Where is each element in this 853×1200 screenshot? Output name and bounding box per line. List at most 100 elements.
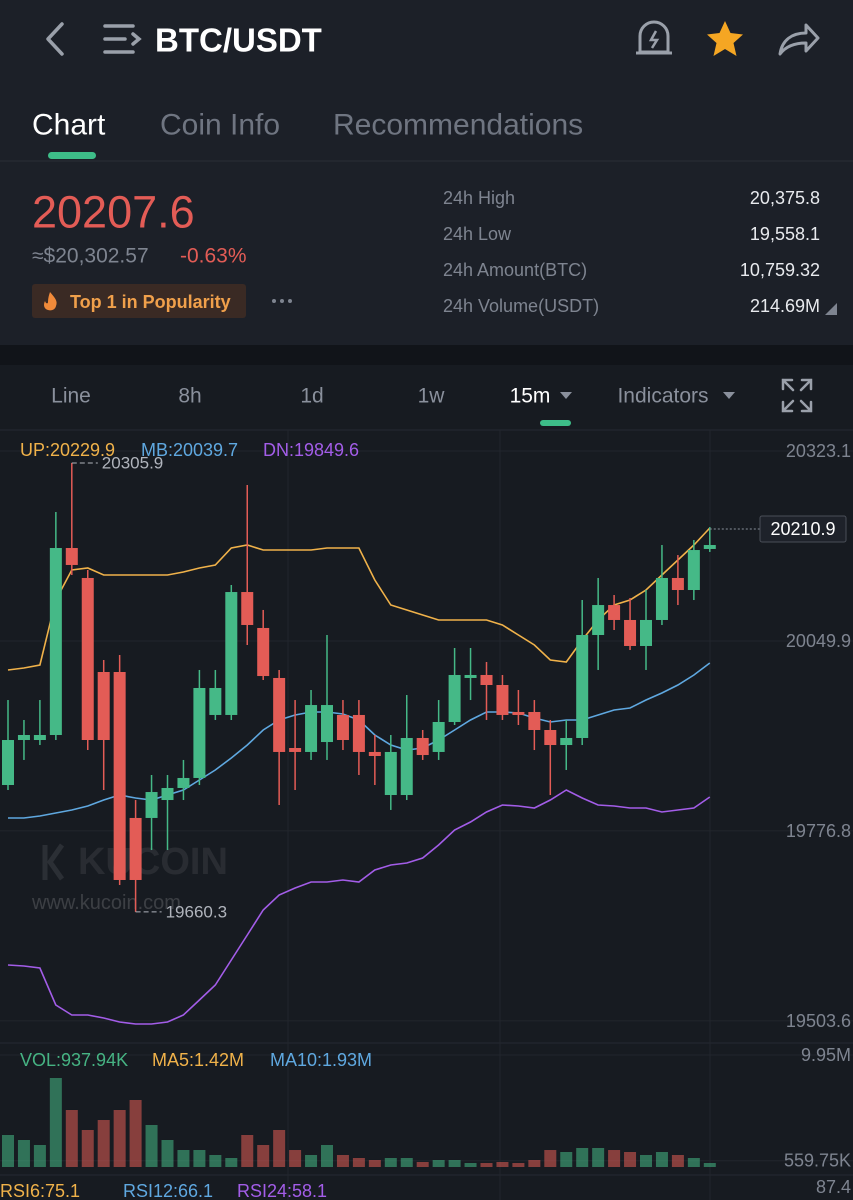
indicator-legend: DN:19849.6: [263, 440, 359, 460]
candle-body: [640, 619, 652, 646]
candle-body: [464, 674, 477, 678]
candle-body: [592, 605, 605, 636]
volume-toggle[interactable]: [825, 303, 837, 315]
last-price: 20207.6: [32, 187, 195, 238]
volume-legend: VOL:937.94K: [20, 1050, 128, 1070]
flame-icon: [44, 292, 57, 311]
candle-body: [225, 592, 238, 715]
volume-bar: [81, 1130, 94, 1167]
stat-value: 10,759.32: [740, 260, 820, 280]
y-tick-label: 19776.8: [786, 821, 851, 841]
tab[interactable]: Coin Info: [160, 109, 280, 142]
volume-bar: [113, 1109, 126, 1167]
fullscreen-button[interactable]: [781, 378, 813, 413]
popularity-badge[interactable]: [32, 284, 246, 318]
volume-bar: [464, 1163, 477, 1167]
volume-bar: [17, 1139, 30, 1167]
toolbar-item[interactable]: Indicators: [617, 385, 708, 408]
dropdown-arrow: [723, 392, 735, 399]
volume-bar: [496, 1162, 509, 1167]
volume-bar: [97, 1120, 110, 1167]
dropdown-arrow: [560, 392, 572, 399]
volume-bar: [225, 1157, 238, 1167]
candle-body: [416, 737, 429, 756]
stat-label: 24h Volume(USDT): [443, 296, 599, 316]
volume-bar: [640, 1155, 652, 1167]
share-button[interactable]: [778, 23, 820, 56]
candle-body: [257, 627, 270, 677]
candle-body: [129, 817, 142, 880]
volume-bar: [416, 1162, 429, 1167]
watermark-logo: KUCOIN: [78, 841, 228, 883]
more-button[interactable]: [272, 299, 292, 303]
candle-body: [608, 605, 621, 620]
volume-bar: [624, 1151, 637, 1167]
candle-body: [384, 751, 397, 796]
y-tick-label: 9.95M: [801, 1045, 851, 1065]
volume-bar: [592, 1147, 605, 1167]
usd-price: ≈$20,302.57: [32, 245, 149, 268]
menu-button[interactable]: [103, 24, 142, 54]
candle-body: [2, 740, 14, 785]
toolbar-item[interactable]: 1d: [300, 385, 323, 408]
y-tick-label: 20323.1: [786, 441, 851, 461]
candle-body: [17, 735, 30, 741]
toolbar-item[interactable]: 1w: [418, 385, 446, 408]
pair-title: BTC/USDT: [155, 22, 322, 59]
candle-body: [576, 635, 589, 738]
candle-body: [512, 711, 525, 715]
candle-body: [161, 787, 174, 801]
candle-body: [209, 687, 222, 715]
volume-bar: [655, 1151, 668, 1167]
toolbar-item[interactable]: Line: [51, 385, 91, 408]
candle-body: [624, 619, 637, 646]
candle-body: [273, 677, 286, 752]
volume-bar: [560, 1151, 573, 1167]
stat-label: 24h Amount(BTC): [443, 260, 587, 280]
interval-indicator: [540, 420, 571, 426]
last-price-label: 20210.9: [770, 519, 835, 539]
price-change: -0.63%: [180, 245, 247, 268]
tab[interactable]: Chart: [32, 109, 106, 142]
tab-indicator: [48, 152, 96, 159]
volume-bar: [576, 1147, 589, 1167]
volume-legend: MA5:1.42M: [152, 1050, 244, 1070]
toolbar-item[interactable]: 8h: [178, 385, 201, 408]
toolbar-item[interactable]: 15m: [510, 385, 551, 408]
candle-body: [65, 548, 78, 565]
candle-body: [193, 687, 206, 778]
candle-body: [113, 671, 126, 880]
candle-body: [671, 577, 684, 591]
tab[interactable]: Recommendations: [333, 109, 583, 142]
candle-body: [560, 737, 573, 746]
back-button[interactable]: [46, 22, 64, 56]
section-gap: [0, 345, 853, 365]
candle-body: [448, 674, 461, 722]
stats: 24h High 20,375.8 24h Low 19,558.1 24h Amoun…: [443, 188, 820, 316]
volume-bar: [448, 1159, 461, 1167]
volume-bar: [2, 1134, 14, 1167]
favorite-star[interactable]: [707, 21, 743, 56]
alert-button[interactable]: [636, 20, 672, 55]
volume-bar: [241, 1134, 254, 1167]
volume-bar: [193, 1150, 206, 1167]
stat-label: 24h High: [443, 188, 515, 208]
stat-value: 19,558.1: [750, 224, 820, 244]
rsi-legend: RSI6:75.1: [0, 1181, 80, 1200]
volume-bar: [33, 1144, 46, 1167]
candle-body: [305, 705, 318, 752]
rsi-legend: RSI12:66.1: [123, 1181, 213, 1200]
candle-body: [368, 751, 381, 757]
candle-body: [544, 729, 557, 746]
candle-body: [352, 714, 365, 752]
volume-bar: [432, 1159, 445, 1167]
y-tick-label: 20049.9: [786, 631, 851, 651]
candle-body: [528, 711, 541, 730]
volume-bar: [480, 1163, 493, 1167]
volume-bar: [209, 1155, 222, 1167]
rsi-legend: RSI24:58.1: [237, 1181, 327, 1200]
candle-body: [687, 550, 700, 591]
volume-bar: [129, 1100, 142, 1167]
